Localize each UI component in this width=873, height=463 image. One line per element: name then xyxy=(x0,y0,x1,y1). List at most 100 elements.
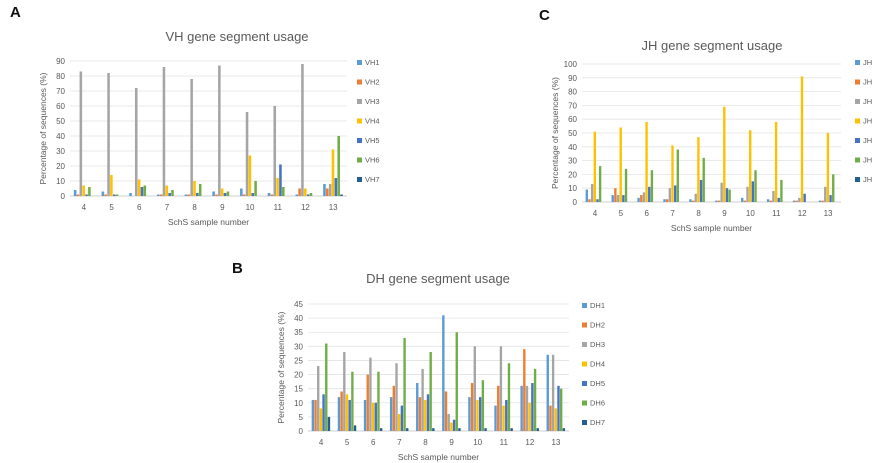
bar-dh4-12 xyxy=(528,402,531,431)
legend-swatch xyxy=(855,138,860,143)
y-tick-label: 0 xyxy=(61,192,66,201)
bar-vh4-8 xyxy=(193,181,196,196)
bar-vh1-4 xyxy=(73,190,77,196)
bar-dh4-5 xyxy=(345,394,349,431)
x-tick-label: 7 xyxy=(397,438,402,447)
bar-jh-13 xyxy=(821,200,824,202)
x-tick-label: 4 xyxy=(319,438,324,447)
legend-swatch xyxy=(582,400,587,406)
bar-jh-6 xyxy=(648,186,651,202)
bar-dh1-11 xyxy=(494,405,497,431)
legend-label: VH2 xyxy=(365,78,380,87)
legend-label: JH xyxy=(863,175,872,184)
y-axis-label: Percentage of sequences (%) xyxy=(38,72,48,184)
legend-swatch xyxy=(357,118,362,124)
x-tick-label: 4 xyxy=(82,203,87,212)
bar-vh1-10 xyxy=(240,188,243,196)
bar-jh-5 xyxy=(616,195,620,202)
bar-jh-11 xyxy=(780,179,783,202)
bar-vh3-9 xyxy=(218,65,221,196)
x-tick-label: 12 xyxy=(525,438,534,447)
bar-dh4-11 xyxy=(502,405,505,431)
legend-swatch xyxy=(855,177,860,182)
bar-dh3-6 xyxy=(369,357,372,431)
bar-jh-12 xyxy=(795,200,798,202)
x-tick-label: 5 xyxy=(345,438,350,447)
bar-vh2-4 xyxy=(76,194,80,196)
bar-vh6-13 xyxy=(337,136,340,196)
bar-dh5-6 xyxy=(374,402,377,431)
chart-c: 0 10 20 30 40 50 60 70 80 90 100 4 5 6 7 8 9 10 11 12 13 JH g… xyxy=(550,38,872,233)
bar-vh6-9 xyxy=(226,191,230,196)
legend-label: VH5 xyxy=(365,136,380,145)
bar-jh-6 xyxy=(640,195,643,202)
bar-jh-9 xyxy=(717,200,721,202)
bar-vh2-13 xyxy=(326,188,329,196)
y-tick-label: 30 xyxy=(56,147,65,156)
bar-dh7-9 xyxy=(458,428,461,431)
bar-vh5-4 xyxy=(85,194,88,196)
bar-dh3-12 xyxy=(525,385,529,431)
bar-vh4-5 xyxy=(110,175,113,196)
bar-jh-4 xyxy=(598,166,602,202)
legend-label: JH xyxy=(863,156,872,165)
bar-jh-9 xyxy=(725,188,729,202)
y-tick-label: 40 xyxy=(294,314,303,323)
y-tick-label: 70 xyxy=(56,87,65,96)
bar-vh5-10 xyxy=(251,193,255,196)
bar-dh5-8 xyxy=(426,394,430,431)
bar-jh-4 xyxy=(593,131,596,202)
bar-jh-10 xyxy=(746,186,749,202)
bar-dh1-13 xyxy=(546,354,549,431)
bar-dh6-7 xyxy=(403,337,406,431)
x-tick-label: 12 xyxy=(798,209,807,218)
y-axis-label: Percentage of sequences (%) xyxy=(550,77,560,189)
bar-vh2-5 xyxy=(104,194,107,196)
bar-vh2-10 xyxy=(242,194,246,196)
legend-label: VH3 xyxy=(365,97,380,106)
bar-dh7-10 xyxy=(484,428,487,431)
y-tick-label: 60 xyxy=(568,115,577,124)
bar-dh2-11 xyxy=(497,385,500,431)
x-axis-label: SchS sample number xyxy=(398,452,479,462)
legend-swatch xyxy=(855,60,860,65)
legend-swatch xyxy=(855,118,860,124)
bar-vh3-7 xyxy=(162,67,166,196)
bar-jh-7 xyxy=(673,185,677,202)
bar-dh3-9 xyxy=(447,414,450,431)
y-tick-label: 20 xyxy=(294,371,303,380)
bar-jh-4 xyxy=(588,199,591,202)
bar-vh4-13 xyxy=(331,149,335,196)
x-tick-label: 6 xyxy=(137,203,142,212)
y-tick-label: 25 xyxy=(294,356,303,365)
legend-label: DH5 xyxy=(590,379,605,388)
bar-jh-11 xyxy=(774,121,778,202)
x-tick-label: 5 xyxy=(619,209,624,218)
bar-jh-7 xyxy=(676,149,680,202)
bar-vh5-6 xyxy=(140,187,144,196)
y-tick-label: 0 xyxy=(299,427,304,436)
y-tick-label: 60 xyxy=(56,102,65,111)
bar-jh-8 xyxy=(699,179,703,202)
legend-label: VH7 xyxy=(365,175,380,184)
y-tick-label: 10 xyxy=(56,177,65,186)
legend-label: JH xyxy=(863,97,872,106)
bar-jh-6 xyxy=(645,121,648,202)
bar-vh6-12 xyxy=(309,193,313,196)
x-tick-label: 11 xyxy=(500,438,509,447)
bar-vh2-11 xyxy=(270,194,274,196)
x-tick-label: 10 xyxy=(246,203,255,212)
bar-vh5-11 xyxy=(279,164,282,196)
legend-swatch xyxy=(582,420,587,425)
bar-dh6-10 xyxy=(481,380,485,431)
chart-title: VH gene segment usage xyxy=(165,29,308,44)
legend-label: JH xyxy=(863,117,872,126)
bar-vh7-13 xyxy=(340,194,343,196)
bar-vh5-13 xyxy=(334,178,338,196)
y-tick-label: 100 xyxy=(564,60,578,69)
bar-dh4-7 xyxy=(398,414,401,431)
bar-vh2-9 xyxy=(215,194,218,196)
bar-jh-4 xyxy=(585,189,588,202)
bar-dh4-13 xyxy=(554,408,557,431)
